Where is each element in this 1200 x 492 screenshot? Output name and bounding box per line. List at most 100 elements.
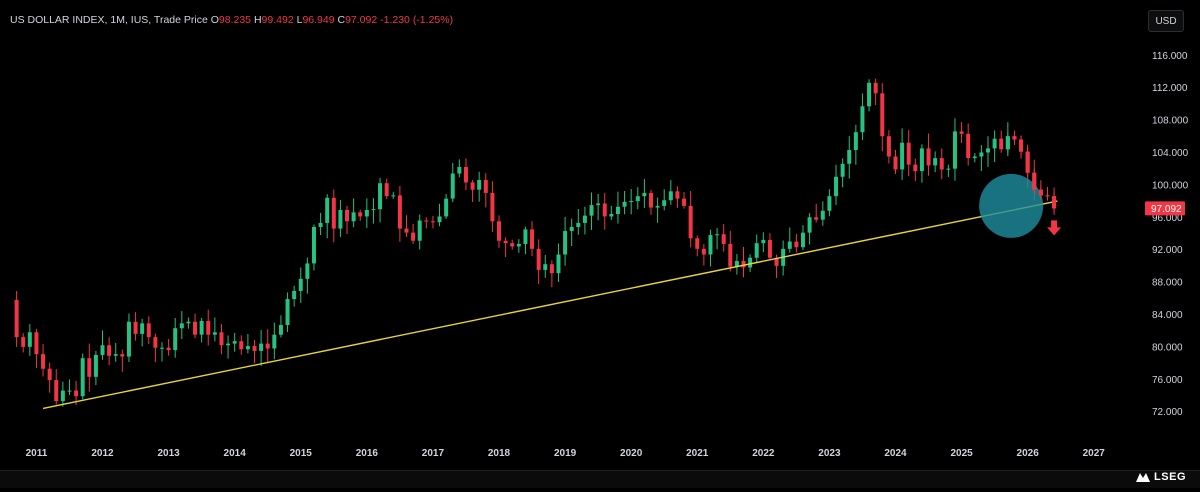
y-tick-label: 116.000	[1152, 51, 1188, 62]
candle-body	[900, 142, 905, 170]
candle-body	[986, 148, 991, 153]
candle-body	[972, 156, 977, 159]
x-tick-label: 2021	[686, 448, 709, 459]
candle-body	[754, 243, 759, 258]
candle-body	[966, 133, 971, 159]
y-tick-label: 112.000	[1152, 83, 1188, 94]
candle-body	[1045, 195, 1050, 197]
candle-body	[530, 229, 535, 249]
x-tick-label: 2012	[91, 448, 114, 459]
candle-body	[292, 290, 297, 300]
candle-body	[100, 345, 105, 355]
y-tick-label: 96.000	[1152, 213, 1183, 224]
candle-body	[463, 167, 468, 183]
candle-body	[602, 203, 607, 217]
candle-body	[807, 217, 812, 233]
candle-body	[906, 142, 911, 165]
candle-body	[232, 341, 237, 344]
currency-button[interactable]: USD	[1148, 10, 1184, 32]
x-tick-label: 2026	[1017, 448, 1040, 459]
candle-body	[913, 164, 918, 172]
candle-body	[397, 195, 402, 229]
candle-body	[133, 321, 138, 334]
y-tick-label: 80.000	[1152, 342, 1183, 353]
candle-body	[576, 222, 581, 227]
candle-body	[721, 234, 726, 244]
candle-body	[847, 150, 852, 164]
overlay-group	[42, 132, 1062, 410]
candle-body	[470, 182, 475, 190]
candle-body	[34, 332, 39, 355]
candle-body	[87, 358, 92, 377]
legend-symbol: US DOLLAR INDEX, 1M, IUS, Trade Price	[10, 14, 208, 26]
candle-body	[516, 243, 521, 247]
highlight-circle	[979, 173, 1044, 238]
x-tick-label: 2020	[620, 448, 643, 459]
candle-body	[199, 320, 204, 335]
candle-body	[933, 158, 938, 166]
candle-body	[179, 323, 184, 329]
down-arrow-icon	[1047, 220, 1062, 236]
candle-body	[635, 196, 640, 202]
candle-body	[41, 354, 46, 369]
candle-body	[391, 195, 396, 197]
candle-body	[126, 321, 131, 357]
candle-body	[437, 216, 442, 223]
candle-body	[1052, 196, 1057, 209]
candle-body	[404, 228, 409, 233]
y-tick-label: 84.000	[1152, 310, 1183, 321]
candle-body	[853, 132, 858, 151]
candle-body	[615, 206, 620, 215]
candle-body	[483, 179, 488, 193]
candle-body	[946, 168, 951, 170]
candle-body	[325, 197, 330, 223]
candle-body	[444, 198, 449, 217]
candle-body	[648, 192, 653, 208]
legend-low-value: 96.949	[302, 14, 335, 26]
legend-close-label: C	[337, 14, 346, 26]
candle-body	[563, 231, 568, 255]
candle-body	[1038, 189, 1043, 196]
candle-body	[662, 200, 667, 206]
candle-body	[629, 201, 634, 203]
candle-body	[761, 239, 766, 244]
bottom-bar	[0, 470, 1200, 488]
candle-body	[226, 343, 231, 346]
candle-body	[219, 332, 224, 346]
candle-body	[212, 332, 217, 335]
x-tick-label: 2019	[554, 448, 577, 459]
legend-open-value: 98.235	[218, 14, 252, 26]
candle-body	[893, 156, 898, 170]
candle-body	[457, 167, 462, 174]
x-tick-label: 2014	[224, 448, 247, 459]
candle-body	[668, 191, 673, 201]
candle-body	[800, 232, 805, 248]
legend-low-label: L	[296, 14, 303, 26]
candle-body	[748, 257, 753, 268]
y-tick-label: 100.000	[1152, 180, 1189, 191]
candle-body	[245, 346, 250, 350]
legend-change: -1.230 (-1.25%)	[380, 14, 454, 26]
candle-body	[120, 354, 125, 357]
candle-body	[926, 148, 931, 166]
candle-body	[1012, 136, 1017, 140]
candle-body	[21, 337, 26, 347]
legend-open-label: O	[210, 14, 219, 26]
candle-body	[153, 337, 158, 348]
candle-body	[193, 321, 198, 335]
candle-body	[159, 347, 164, 349]
candle-body	[272, 334, 277, 349]
candle-body	[371, 209, 376, 211]
candle-body	[252, 346, 257, 351]
candle-body	[338, 209, 343, 229]
last-price-label: 97.092	[1151, 204, 1182, 215]
x-tick-label: 2024	[884, 448, 907, 459]
candle-body	[239, 341, 244, 350]
candle-body	[450, 173, 455, 199]
candle-body	[477, 179, 482, 190]
candle-body	[873, 82, 878, 94]
candle-body	[827, 196, 832, 211]
candle-body	[715, 234, 720, 236]
candles-group	[14, 78, 1057, 407]
